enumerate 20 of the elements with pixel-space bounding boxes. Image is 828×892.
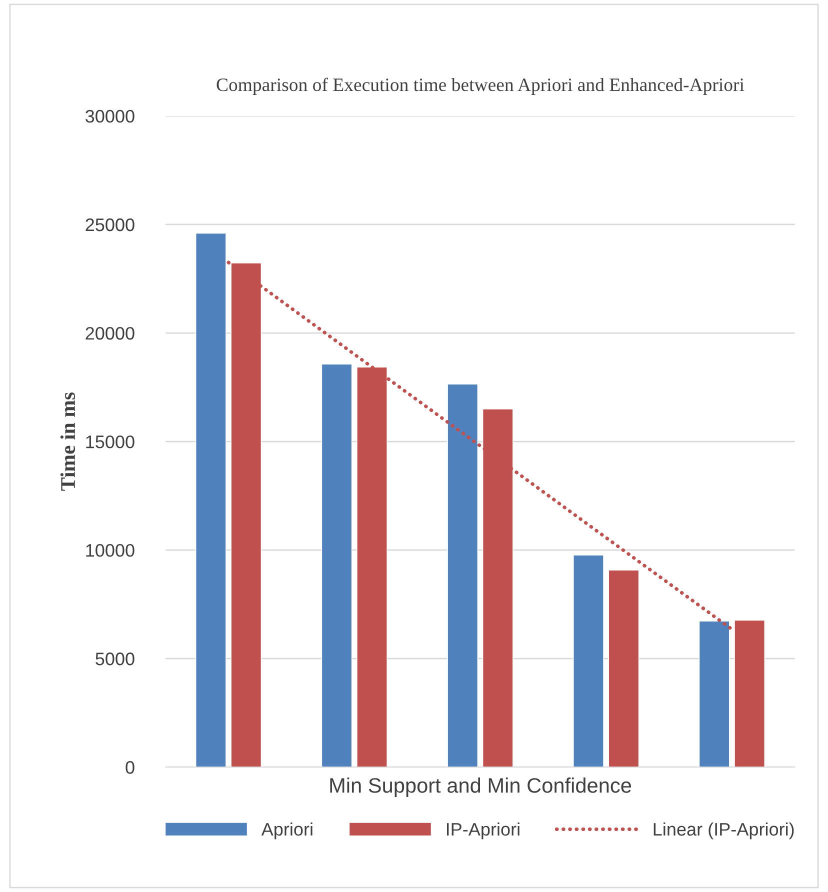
bar (734, 620, 766, 768)
bar (195, 232, 226, 768)
y-tick-label: 0 (126, 761, 134, 774)
y-tick-label: 15000 (86, 435, 134, 448)
y-tick-label: 10000 (86, 544, 134, 557)
legend-label: IP-Apriori (446, 822, 520, 840)
y-axis-title: Time in ms (60, 392, 76, 491)
bar (321, 364, 352, 768)
legend-label: Apriori (261, 822, 312, 840)
x-axis-title: Min Support and Min Confidence (330, 778, 632, 797)
bar (447, 384, 478, 768)
bar (608, 570, 640, 768)
y-tick-label: 30000 (86, 110, 134, 123)
chart-title: Comparison of Execution time between Apriori and Enhanced-Apriori (216, 78, 744, 95)
legend-label: Linear (IP-Apriori) (654, 822, 794, 840)
bar (698, 620, 730, 768)
y-tick-label: 5000 (96, 652, 134, 666)
y-tick-label: 20000 (86, 326, 134, 340)
bar (572, 554, 604, 768)
y-tick-label: 25000 (86, 218, 134, 232)
